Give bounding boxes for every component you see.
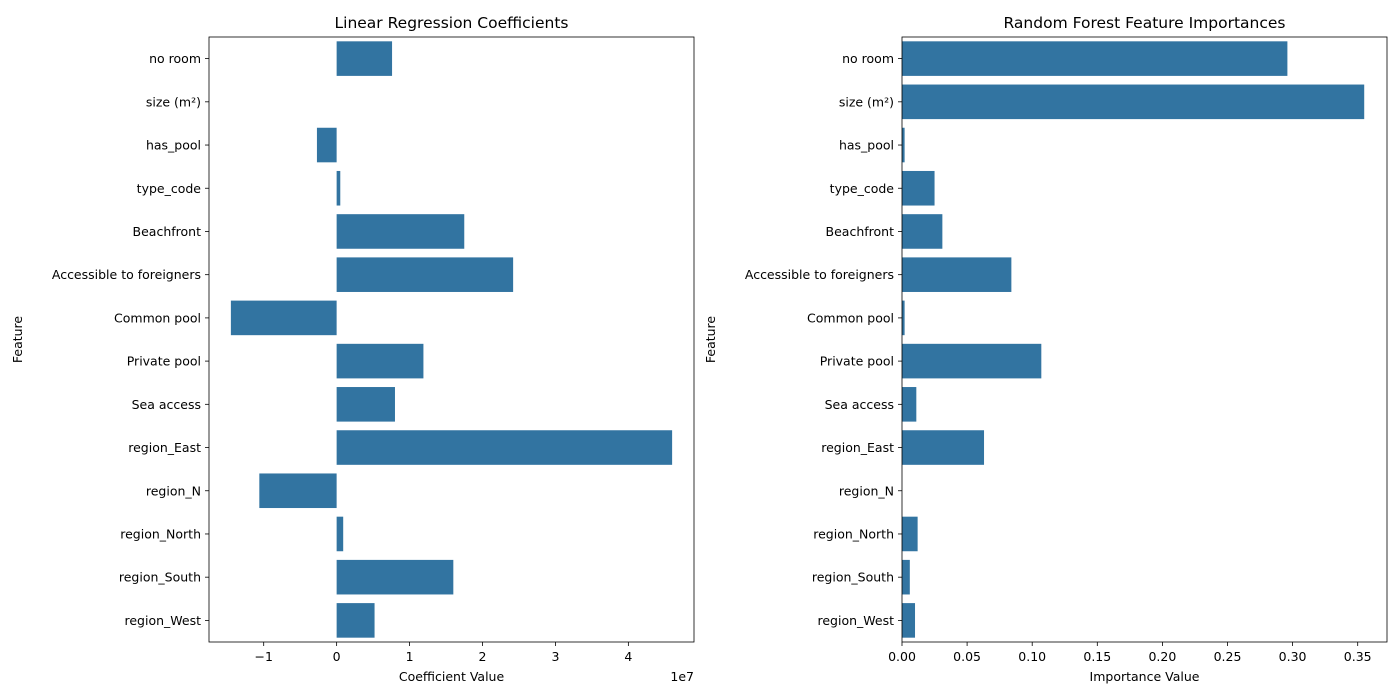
y-tick-label: type_code [830, 181, 895, 196]
x-tick-label: 0.15 [1083, 649, 1111, 664]
y-tick-label: no room [842, 51, 894, 66]
bar [336, 603, 375, 638]
x-tick-label: 0.25 [1214, 649, 1242, 664]
chart-panel-1: no room size (m²) has_pool type_code Beachfr… [10, 14, 695, 684]
x-tick-label: 0.20 [1148, 649, 1176, 664]
y-tick-label: type_code [137, 181, 202, 196]
y-tick-label: no room [149, 51, 201, 66]
y-tick-label: Private pool [127, 354, 201, 369]
bar [259, 473, 337, 509]
y-tick-label: Beachfront [133, 224, 202, 239]
chart-title: Random Forest Feature Importances [1004, 14, 1286, 32]
y-tick-label: Accessible to foreigners [52, 267, 201, 282]
y-tick-label: Sea access [132, 397, 201, 412]
y-tick-label: region_N [146, 483, 201, 498]
y-tick-label: Beachfront [826, 224, 895, 239]
bar [336, 41, 393, 76]
bar [336, 430, 673, 465]
y-tick-label: size (m²) [146, 94, 201, 109]
x-tick-label: 0.10 [1018, 649, 1046, 664]
x-tick-label: 3 [551, 649, 559, 664]
y-axis-label: Feature [10, 316, 25, 364]
y-axis-label: Feature [703, 316, 718, 364]
bar [902, 170, 935, 206]
y-tick-label: Sea access [825, 397, 894, 412]
bar [902, 516, 918, 552]
y-tick-label: region_West [817, 613, 894, 628]
x-tick-label: −1 [254, 649, 272, 664]
x-tick-label: 0.00 [888, 649, 916, 664]
bar [336, 387, 395, 422]
y-tick-label: region_N [839, 483, 894, 498]
x-tick-label: 2 [479, 649, 487, 664]
y-tick-label: Common pool [114, 310, 201, 325]
axes-frame [901, 36, 1388, 643]
y-tick-label: region_West [124, 613, 201, 628]
y-tick-label: Common pool [807, 310, 894, 325]
bar [316, 127, 337, 163]
x-tick-label: 0.05 [953, 649, 981, 664]
bar [902, 387, 917, 422]
bar [902, 603, 916, 638]
bar [902, 559, 910, 595]
chart-title: Linear Regression Coefficients [335, 14, 569, 32]
bar [336, 516, 344, 552]
y-tick-label: region_North [120, 526, 201, 541]
bar [902, 430, 985, 465]
axes-frame [208, 36, 695, 643]
bar [336, 343, 424, 379]
bar [902, 127, 905, 163]
y-tick-label: Accessible to foreigners [745, 267, 894, 282]
x-tick-label: 0.35 [1344, 649, 1372, 664]
y-tick-label: Private pool [820, 354, 894, 369]
bar [902, 41, 1288, 76]
y-tick-label: region_South [119, 570, 201, 585]
y-tick-label: region_South [812, 570, 894, 585]
bar [336, 170, 341, 206]
y-tick-label: region_East [821, 440, 894, 455]
bar [902, 343, 1042, 379]
x-offset-label: 1e7 [670, 669, 694, 684]
y-tick-label: has_pool [146, 138, 201, 153]
x-axis-label: Importance Value [1090, 669, 1200, 684]
x-axis-label: Coefficient Value [399, 669, 505, 684]
y-tick-label: region_East [128, 440, 201, 455]
bar [336, 214, 465, 249]
y-tick-label: has_pool [839, 138, 894, 153]
chart-panel-2: no room size (m²) has_pool type_code Beachfr… [703, 14, 1388, 684]
x-tick-label: 4 [624, 649, 632, 664]
y-tick-label: size (m²) [839, 94, 894, 109]
y-tick-label: region_North [813, 526, 894, 541]
bar [902, 257, 1012, 292]
bar [902, 214, 943, 249]
x-tick-label: 1 [406, 649, 414, 664]
bar [230, 300, 337, 336]
bar [902, 84, 1365, 120]
bar [336, 257, 514, 292]
x-tick-label: 0 [333, 649, 341, 664]
bar [336, 559, 454, 595]
x-tick-label: 0.30 [1279, 649, 1307, 664]
bar [902, 300, 905, 336]
